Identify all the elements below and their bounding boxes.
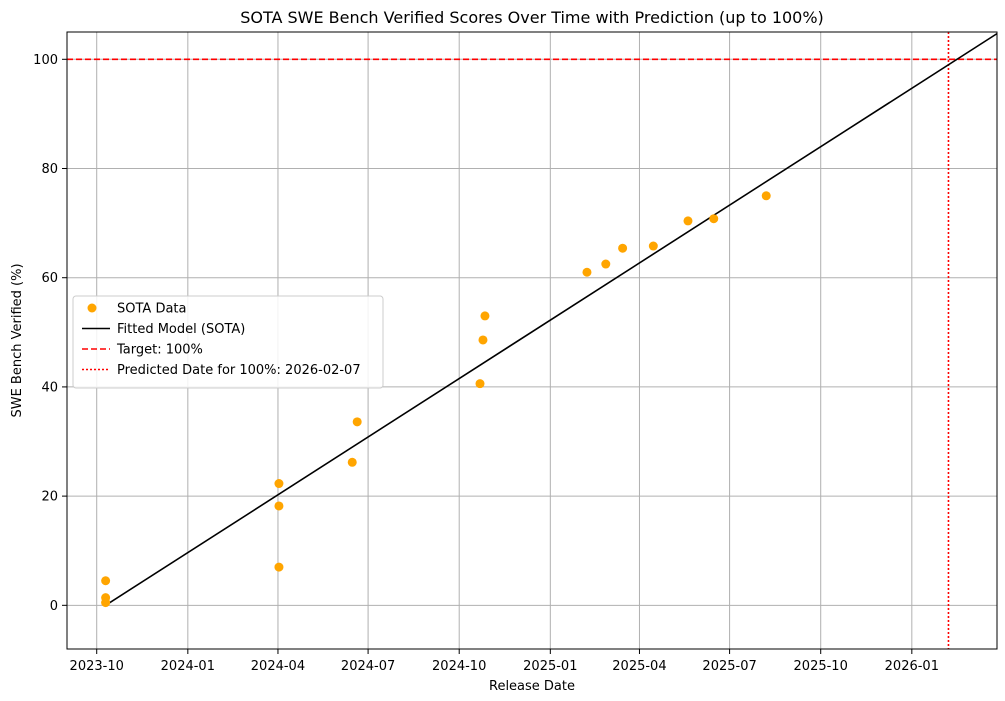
y-axis-title: SWE Bench Verified (%) <box>10 263 25 417</box>
data-point <box>347 457 357 467</box>
x-tick-label: 2024-01 <box>161 659 215 674</box>
reference-lines <box>67 32 997 649</box>
x-tick-label: 2024-10 <box>432 659 486 674</box>
x-axis-title: Release Date <box>489 679 575 694</box>
data-point <box>101 576 111 586</box>
legend-label: Predicted Date for 100%: 2026-02-07 <box>117 363 361 378</box>
fitted-model-line <box>105 32 998 606</box>
x-tick-label: 2024-04 <box>251 659 305 674</box>
data-point <box>709 214 719 224</box>
grid-layer <box>67 32 997 649</box>
x-tick-label: 2025-10 <box>794 659 848 674</box>
data-point <box>601 259 611 269</box>
legend-box <box>72 295 384 389</box>
x-tick-label: 2024-07 <box>341 659 395 674</box>
data-point <box>683 216 693 226</box>
x-tick-label: 2023-10 <box>70 659 124 674</box>
y-tick-label: 0 <box>50 599 58 614</box>
x-tick-label: 2025-04 <box>612 659 666 674</box>
data-points-layer <box>101 191 771 608</box>
y-axis-ticks: 0 20 40 60 80 100 <box>33 53 67 614</box>
y-tick-label: 100 <box>33 53 58 68</box>
data-point <box>352 417 362 427</box>
data-point <box>274 479 284 489</box>
data-point <box>480 311 490 321</box>
legend: SOTA Data Fitted Model (SOTA) Target: 100%… <box>72 295 384 389</box>
y-tick-label: 80 <box>41 162 58 177</box>
legend-label: Fitted Model (SOTA) <box>117 322 245 337</box>
fitted-model-layer <box>105 32 998 606</box>
y-tick-label: 40 <box>41 380 58 395</box>
data-point <box>648 241 658 251</box>
data-point <box>761 191 771 201</box>
y-tick-label: 20 <box>41 490 58 505</box>
data-point <box>582 267 592 277</box>
x-tick-label: 2025-07 <box>702 659 756 674</box>
data-point <box>274 562 284 572</box>
data-point <box>101 598 111 608</box>
x-tick-label: 2025-01 <box>523 659 577 674</box>
chart-title: SOTA SWE Bench Verified Scores Over Time… <box>240 8 824 27</box>
y-tick-label: 60 <box>41 271 58 286</box>
data-point <box>618 243 628 253</box>
data-point <box>274 501 284 511</box>
x-tick-label: 2026-01 <box>885 659 939 674</box>
x-axis-ticks: 2023-10 2024-01 2024-04 2024-07 2024-10 2025-… <box>70 649 939 674</box>
data-point <box>475 379 485 389</box>
legend-label: SOTA Data <box>117 302 186 317</box>
legend-label: Target: 100% <box>116 343 203 358</box>
plot-frame <box>66 31 998 650</box>
legend-marker-scatter <box>87 303 97 313</box>
data-point <box>478 335 488 345</box>
